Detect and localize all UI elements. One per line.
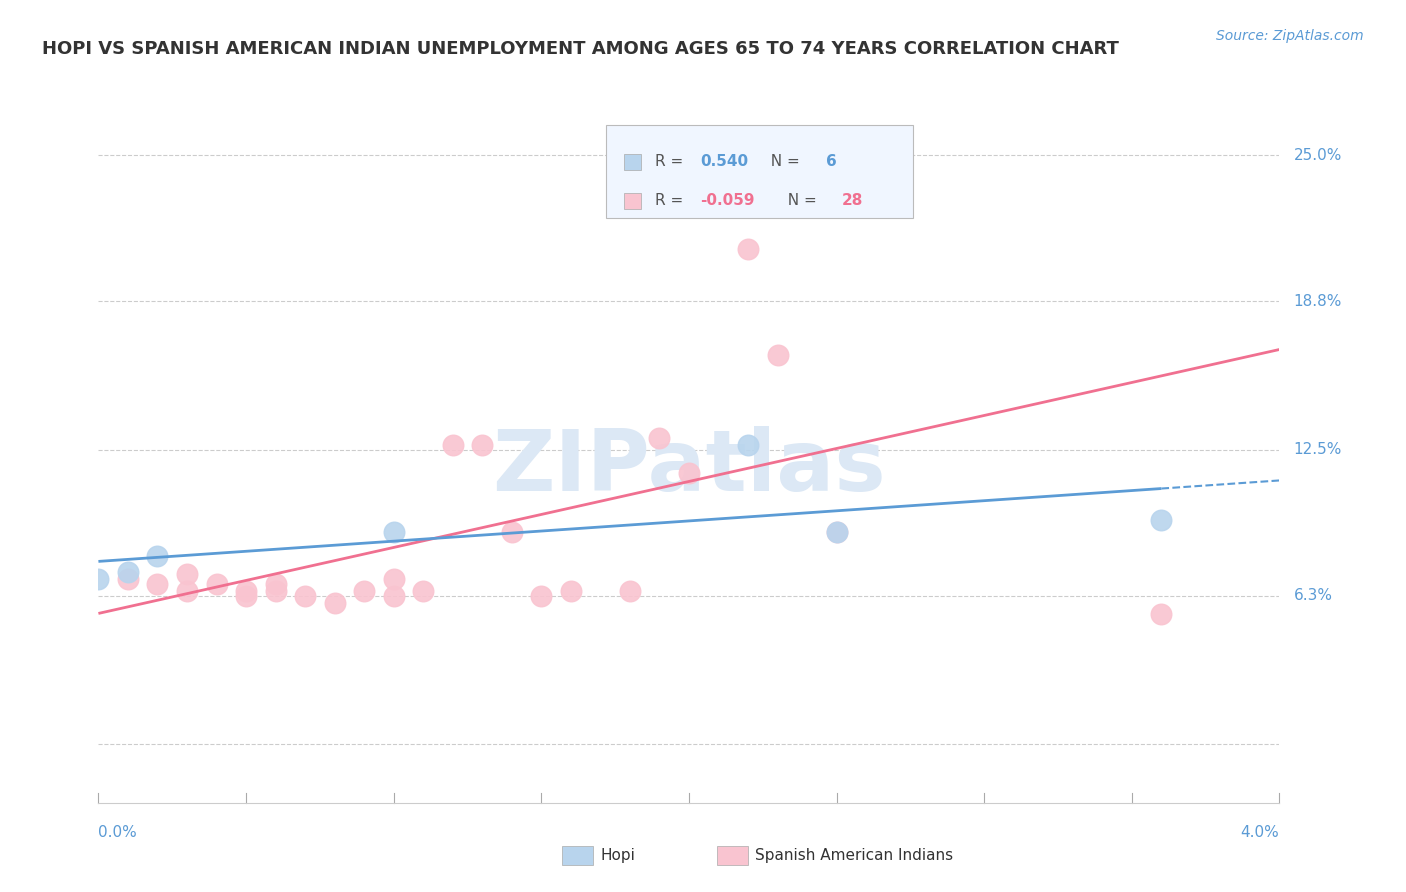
Point bbox=[530, 589, 553, 603]
Point bbox=[737, 243, 759, 257]
Text: N =: N = bbox=[761, 154, 806, 169]
Point bbox=[1150, 513, 1173, 527]
Text: 0.540: 0.540 bbox=[700, 154, 748, 169]
Point bbox=[501, 524, 523, 539]
Text: HOPI VS SPANISH AMERICAN INDIAN UNEMPLOYMENT AMONG AGES 65 TO 74 YEARS CORRELATI: HOPI VS SPANISH AMERICAN INDIAN UNEMPLOY… bbox=[42, 40, 1119, 58]
Point bbox=[619, 583, 641, 598]
Point bbox=[117, 565, 139, 579]
Text: Hopi: Hopi bbox=[600, 848, 636, 863]
Point bbox=[235, 589, 257, 603]
Text: 12.5%: 12.5% bbox=[1294, 442, 1341, 457]
Point bbox=[412, 583, 434, 598]
Point bbox=[678, 466, 700, 480]
Bar bbox=[624, 193, 641, 209]
Point bbox=[737, 438, 759, 452]
Point bbox=[87, 572, 110, 586]
Point bbox=[1150, 607, 1173, 622]
Text: R =: R = bbox=[655, 154, 688, 169]
Text: R =: R = bbox=[655, 194, 688, 209]
FancyBboxPatch shape bbox=[606, 125, 914, 218]
Text: 18.8%: 18.8% bbox=[1294, 293, 1341, 309]
Point bbox=[176, 583, 198, 598]
Point bbox=[648, 431, 671, 445]
Text: 28: 28 bbox=[842, 194, 863, 209]
Text: Spanish American Indians: Spanish American Indians bbox=[755, 848, 953, 863]
Point bbox=[382, 572, 405, 586]
Point bbox=[146, 549, 169, 563]
Point bbox=[235, 583, 257, 598]
Text: 6: 6 bbox=[827, 154, 837, 169]
Text: 4.0%: 4.0% bbox=[1240, 825, 1279, 840]
Text: 0.0%: 0.0% bbox=[98, 825, 138, 840]
Text: ZIPatlas: ZIPatlas bbox=[492, 425, 886, 509]
Point bbox=[205, 576, 228, 591]
Point bbox=[382, 589, 405, 603]
Text: Source: ZipAtlas.com: Source: ZipAtlas.com bbox=[1216, 29, 1364, 44]
Text: 25.0%: 25.0% bbox=[1294, 148, 1341, 162]
Point bbox=[146, 576, 169, 591]
Point bbox=[176, 567, 198, 582]
Point bbox=[560, 583, 582, 598]
Point bbox=[117, 572, 139, 586]
Text: -0.059: -0.059 bbox=[700, 194, 755, 209]
Bar bbox=[624, 154, 641, 169]
Text: N =: N = bbox=[778, 194, 821, 209]
Point bbox=[382, 524, 405, 539]
Point bbox=[294, 589, 316, 603]
Point bbox=[471, 438, 494, 452]
Point bbox=[264, 583, 287, 598]
Point bbox=[264, 576, 287, 591]
Point bbox=[825, 524, 848, 539]
Point bbox=[825, 524, 848, 539]
Text: 6.3%: 6.3% bbox=[1294, 588, 1333, 603]
Point bbox=[884, 171, 907, 186]
Point bbox=[766, 348, 789, 362]
Point bbox=[323, 596, 346, 610]
Point bbox=[441, 438, 464, 452]
Point bbox=[353, 583, 375, 598]
